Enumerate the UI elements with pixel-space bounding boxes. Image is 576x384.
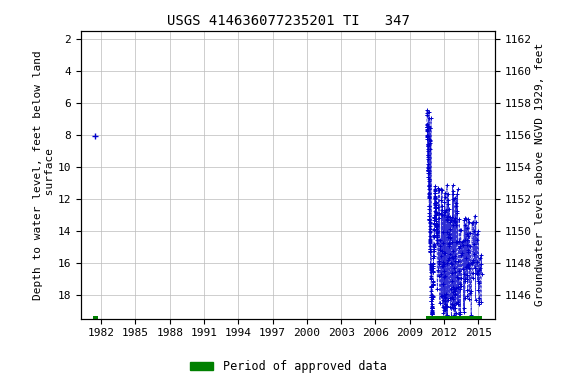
Bar	[93, 316, 98, 321]
Legend: Period of approved data: Period of approved data	[185, 356, 391, 378]
Title: USGS 414636077235201 TI   347: USGS 414636077235201 TI 347	[166, 14, 410, 28]
Y-axis label: Depth to water level, feet below land
 surface: Depth to water level, feet below land su…	[33, 50, 55, 300]
Bar	[426, 316, 482, 321]
Y-axis label: Groundwater level above NGVD 1929, feet: Groundwater level above NGVD 1929, feet	[535, 43, 545, 306]
